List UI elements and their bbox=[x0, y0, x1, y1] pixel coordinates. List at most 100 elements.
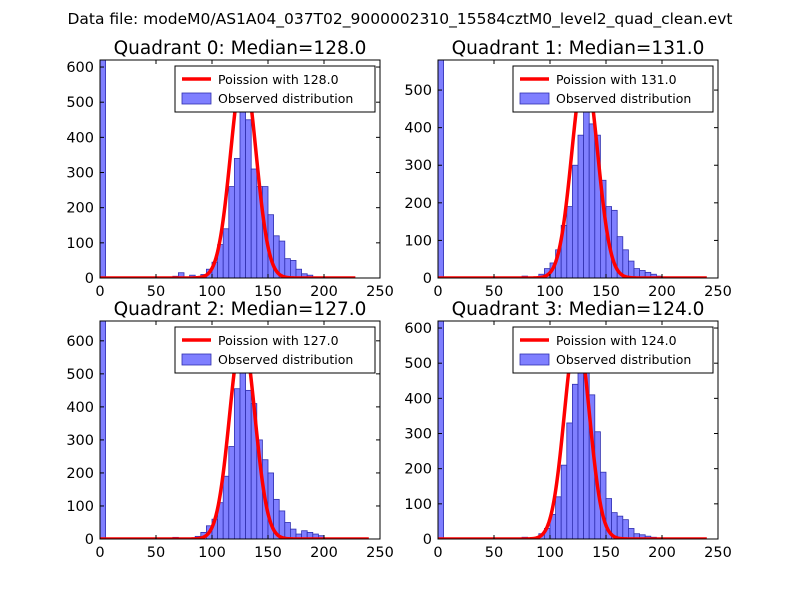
figure-suptitle: Data file: modeM0/AS1A04_037T02_90000023… bbox=[67, 10, 732, 29]
y-tick-label: 100 bbox=[404, 233, 432, 249]
legend-label-observed: Observed distribution bbox=[218, 91, 353, 106]
histogram-bar bbox=[228, 186, 235, 278]
poisson-curve bbox=[100, 68, 357, 278]
histogram-bar bbox=[560, 464, 568, 539]
histogram-bar bbox=[278, 240, 286, 278]
y-tick-label: 300 bbox=[404, 427, 432, 443]
y-tick-label: 400 bbox=[404, 391, 432, 407]
y-tick-label: 600 bbox=[66, 60, 94, 76]
histogram-bar bbox=[555, 496, 562, 539]
histogram-bar bbox=[284, 522, 291, 539]
y-tick-label: 200 bbox=[66, 466, 94, 482]
histogram-bar bbox=[438, 321, 444, 539]
y-tick-label: 300 bbox=[404, 158, 432, 174]
legend-bar-swatch bbox=[181, 353, 212, 366]
histogram-bar bbox=[622, 519, 629, 539]
histogram-bar bbox=[616, 515, 624, 539]
x-tick-label: 250 bbox=[366, 284, 394, 300]
quadrant-panel-2: Quadrant 2: Median=127.0 0 50 100 150 200 250 0… bbox=[66, 299, 394, 561]
y-tick-label: 500 bbox=[404, 83, 432, 99]
x-tick-label: 150 bbox=[254, 545, 282, 561]
y-tick-label: 400 bbox=[66, 400, 94, 416]
x-tick-label: 150 bbox=[592, 284, 620, 300]
axes-frame bbox=[99, 320, 381, 540]
y-tick-label: 500 bbox=[66, 367, 94, 383]
y-tick-label: 600 bbox=[66, 334, 94, 350]
y-tick-label: 600 bbox=[404, 321, 432, 337]
legend-bar-swatch bbox=[519, 353, 550, 366]
panel-title: Quadrant 2: Median=127.0 bbox=[114, 299, 367, 320]
histogram-bar bbox=[250, 168, 258, 278]
histogram-bar bbox=[438, 60, 444, 278]
y-tick-label: 100 bbox=[404, 497, 432, 513]
x-tick-label: 200 bbox=[648, 545, 676, 561]
x-tick-label: 150 bbox=[592, 545, 620, 561]
histogram-bar bbox=[622, 249, 629, 278]
x-tick-label: 200 bbox=[648, 284, 676, 300]
x-tick-label: 0 bbox=[95, 284, 104, 300]
y-tick-label: 300 bbox=[66, 433, 94, 449]
y-tick-label: 400 bbox=[404, 121, 432, 137]
quadrant-panel-0: Quadrant 0: Median=128.0 0 50 100 150 200 250 0… bbox=[66, 38, 394, 300]
x-tick-label: 100 bbox=[536, 545, 564, 561]
plot-area bbox=[100, 60, 357, 278]
panel-title: Quadrant 1: Median=131.0 bbox=[452, 38, 705, 59]
plot-area bbox=[100, 321, 370, 539]
legend-label-observed: Observed distribution bbox=[218, 352, 353, 367]
legend-label-poisson: Poission with 131.0 bbox=[556, 72, 677, 87]
histogram-bar bbox=[222, 228, 230, 278]
panel-title: Quadrant 0: Median=128.0 bbox=[114, 38, 367, 59]
x-tick-label: 100 bbox=[198, 545, 226, 561]
x-tick-label: 0 bbox=[433, 545, 442, 561]
legend-label-observed: Observed distribution bbox=[556, 352, 691, 367]
x-tick-label: 100 bbox=[536, 284, 564, 300]
histogram-bar bbox=[222, 475, 230, 539]
x-tick-label: 0 bbox=[95, 545, 104, 561]
histogram-bar bbox=[233, 388, 241, 539]
legend-label-observed: Observed distribution bbox=[556, 91, 691, 106]
x-tick-label: 100 bbox=[198, 284, 226, 300]
legend-bar-swatch bbox=[181, 92, 212, 105]
histogram-bar bbox=[228, 446, 235, 539]
y-tick-label: 200 bbox=[66, 201, 94, 217]
axes-frame bbox=[437, 320, 719, 540]
y-tick-label: 400 bbox=[66, 130, 94, 146]
y-tick-label: 100 bbox=[66, 499, 94, 515]
histogram-bar bbox=[284, 258, 291, 278]
legend-label-poisson: Poission with 128.0 bbox=[218, 72, 339, 87]
histogram-bar bbox=[245, 119, 252, 278]
histogram-bar bbox=[289, 260, 297, 278]
y-tick-label: 300 bbox=[66, 166, 94, 182]
axes-frame bbox=[437, 59, 719, 279]
histogram-bar bbox=[628, 260, 635, 278]
x-tick-label: 50 bbox=[147, 545, 165, 561]
x-tick-label: 150 bbox=[254, 284, 282, 300]
plot-area bbox=[438, 60, 708, 278]
histogram-bar bbox=[572, 383, 579, 539]
x-tick-label: 250 bbox=[366, 545, 394, 561]
y-tick-label: 100 bbox=[66, 236, 94, 252]
histogram-bar bbox=[566, 206, 573, 278]
y-tick-label: 200 bbox=[404, 462, 432, 478]
x-tick-label: 50 bbox=[485, 545, 503, 561]
histogram-bar bbox=[233, 158, 241, 278]
legend: Poission with 124.0 Observed distribution bbox=[512, 326, 714, 374]
histogram-bar bbox=[577, 134, 584, 278]
x-tick-label: 250 bbox=[704, 545, 732, 561]
x-tick-label: 250 bbox=[704, 284, 732, 300]
legend-label-poisson: Poission with 124.0 bbox=[556, 333, 677, 348]
axes-frame bbox=[99, 59, 381, 279]
y-tick-label: 0 bbox=[423, 532, 432, 548]
panel-title: Quadrant 3: Median=124.0 bbox=[452, 299, 705, 320]
histogram-bar bbox=[100, 321, 106, 539]
histogram-bar bbox=[100, 60, 106, 278]
poisson-curve bbox=[438, 67, 708, 278]
y-tick-label: 0 bbox=[85, 271, 94, 287]
legend: Poission with 131.0 Observed distribution bbox=[512, 65, 714, 113]
histogram-bar bbox=[588, 123, 596, 278]
quadrant-panel-1: Quadrant 1: Median=131.0 0 50 100 150 200 250 0… bbox=[404, 38, 732, 300]
legend: Poission with 127.0 Observed distribution bbox=[174, 326, 376, 374]
legend: Poission with 128.0 Observed distribution bbox=[174, 65, 376, 113]
y-tick-label: 500 bbox=[66, 95, 94, 111]
